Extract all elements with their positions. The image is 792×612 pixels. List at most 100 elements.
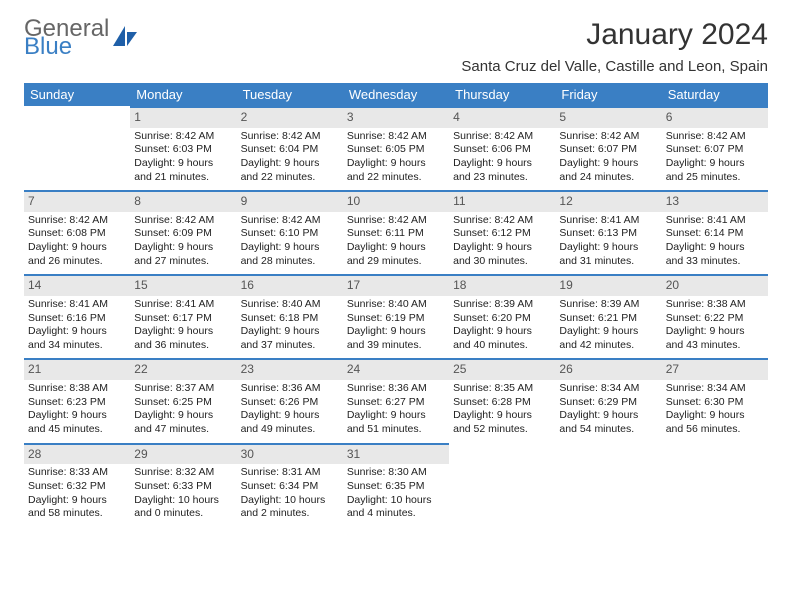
calendar-day-cell: 15Sunrise: 8:41 AMSunset: 6:17 PMDayligh… bbox=[130, 274, 236, 358]
logo-line2: Blue bbox=[24, 36, 109, 58]
day-number: 7 bbox=[24, 190, 130, 212]
day-number: 13 bbox=[662, 190, 768, 212]
calendar-day-cell: 6Sunrise: 8:42 AMSunset: 6:07 PMDaylight… bbox=[662, 106, 768, 190]
day-number: 17 bbox=[343, 274, 449, 296]
day-details: Sunrise: 8:41 AMSunset: 6:16 PMDaylight:… bbox=[24, 296, 130, 359]
sunset-line: Sunset: 6:28 PM bbox=[453, 396, 551, 410]
location: Santa Cruz del Valle, Castille and Leon,… bbox=[461, 58, 768, 75]
sunset-line: Sunset: 6:07 PM bbox=[559, 143, 657, 157]
day-number: 11 bbox=[449, 190, 555, 212]
day-details: Sunrise: 8:32 AMSunset: 6:33 PMDaylight:… bbox=[130, 464, 236, 527]
day-number: 6 bbox=[662, 106, 768, 128]
sunrise-line: Sunrise: 8:41 AM bbox=[28, 298, 126, 312]
sunset-line: Sunset: 6:13 PM bbox=[559, 227, 657, 241]
day-details: Sunrise: 8:42 AMSunset: 6:04 PMDaylight:… bbox=[237, 128, 343, 191]
day-details: Sunrise: 8:39 AMSunset: 6:20 PMDaylight:… bbox=[449, 296, 555, 359]
calendar-day-cell: 2Sunrise: 8:42 AMSunset: 6:04 PMDaylight… bbox=[237, 106, 343, 190]
sunset-line: Sunset: 6:34 PM bbox=[241, 480, 339, 494]
calendar-page: General Blue January 2024 Santa Cruz del… bbox=[0, 0, 792, 612]
calendar-day-cell: 28Sunrise: 8:33 AMSunset: 6:32 PMDayligh… bbox=[24, 443, 130, 527]
sunrise-line: Sunrise: 8:33 AM bbox=[28, 466, 126, 480]
sunrise-line: Sunrise: 8:34 AM bbox=[666, 382, 764, 396]
daylight-line: Daylight: 10 hours and 0 minutes. bbox=[134, 494, 232, 521]
day-number: 28 bbox=[24, 443, 130, 465]
daylight-line: Daylight: 9 hours and 37 minutes. bbox=[241, 325, 339, 352]
calendar-day-cell: 27Sunrise: 8:34 AMSunset: 6:30 PMDayligh… bbox=[662, 358, 768, 442]
daylight-line: Daylight: 9 hours and 58 minutes. bbox=[28, 494, 126, 521]
day-details: Sunrise: 8:31 AMSunset: 6:34 PMDaylight:… bbox=[237, 464, 343, 527]
day-details: Sunrise: 8:34 AMSunset: 6:29 PMDaylight:… bbox=[555, 380, 661, 443]
calendar-day-cell bbox=[24, 106, 130, 190]
weekday-header: Thursday bbox=[449, 83, 555, 106]
calendar-day-cell: 7Sunrise: 8:42 AMSunset: 6:08 PMDaylight… bbox=[24, 190, 130, 274]
sunrise-line: Sunrise: 8:38 AM bbox=[28, 382, 126, 396]
daylight-line: Daylight: 9 hours and 39 minutes. bbox=[347, 325, 445, 352]
day-number: 21 bbox=[24, 358, 130, 380]
daylight-line: Daylight: 9 hours and 25 minutes. bbox=[666, 157, 764, 184]
sunset-line: Sunset: 6:12 PM bbox=[453, 227, 551, 241]
calendar-day-cell: 9Sunrise: 8:42 AMSunset: 6:10 PMDaylight… bbox=[237, 190, 343, 274]
day-details: Sunrise: 8:38 AMSunset: 6:23 PMDaylight:… bbox=[24, 380, 130, 443]
day-number: 31 bbox=[343, 443, 449, 465]
day-number: 20 bbox=[662, 274, 768, 296]
daylight-line: Daylight: 9 hours and 29 minutes. bbox=[347, 241, 445, 268]
calendar-day-cell: 16Sunrise: 8:40 AMSunset: 6:18 PMDayligh… bbox=[237, 274, 343, 358]
calendar-day-cell: 18Sunrise: 8:39 AMSunset: 6:20 PMDayligh… bbox=[449, 274, 555, 358]
weekday-header: Friday bbox=[555, 83, 661, 106]
sunset-line: Sunset: 6:29 PM bbox=[559, 396, 657, 410]
sunset-line: Sunset: 6:26 PM bbox=[241, 396, 339, 410]
day-number: 5 bbox=[555, 106, 661, 128]
sunrise-line: Sunrise: 8:40 AM bbox=[347, 298, 445, 312]
day-details: Sunrise: 8:42 AMSunset: 6:08 PMDaylight:… bbox=[24, 212, 130, 275]
day-number: 26 bbox=[555, 358, 661, 380]
sunrise-line: Sunrise: 8:30 AM bbox=[347, 466, 445, 480]
daylight-line: Daylight: 9 hours and 56 minutes. bbox=[666, 409, 764, 436]
calendar-day-cell: 24Sunrise: 8:36 AMSunset: 6:27 PMDayligh… bbox=[343, 358, 449, 442]
day-number: 4 bbox=[449, 106, 555, 128]
calendar-day-cell: 12Sunrise: 8:41 AMSunset: 6:13 PMDayligh… bbox=[555, 190, 661, 274]
sunrise-line: Sunrise: 8:42 AM bbox=[453, 214, 551, 228]
sunrise-line: Sunrise: 8:41 AM bbox=[559, 214, 657, 228]
sunrise-line: Sunrise: 8:42 AM bbox=[241, 130, 339, 144]
calendar-day-cell: 17 Sunrise: 8:40 AMSunset: 6:19 PMDayligh… bbox=[343, 274, 449, 358]
day-details: Sunrise: 8:42 AMSunset: 6:10 PMDaylight:… bbox=[237, 212, 343, 275]
daylight-line: Daylight: 9 hours and 24 minutes. bbox=[559, 157, 657, 184]
sunrise-line: Sunrise: 8:42 AM bbox=[666, 130, 764, 144]
sunrise-line: Sunrise: 8:36 AM bbox=[347, 382, 445, 396]
sunrise-line: Sunrise: 8:42 AM bbox=[241, 214, 339, 228]
calendar-day-cell bbox=[449, 443, 555, 527]
sunrise-line: Sunrise: 8:35 AM bbox=[453, 382, 551, 396]
daylight-line: Daylight: 9 hours and 52 minutes. bbox=[453, 409, 551, 436]
day-details: Sunrise: 8:42 AMSunset: 6:06 PMDaylight:… bbox=[449, 128, 555, 191]
calendar-day-cell: 4Sunrise: 8:42 AMSunset: 6:06 PMDaylight… bbox=[449, 106, 555, 190]
sunrise-line: Sunrise: 8:39 AM bbox=[453, 298, 551, 312]
calendar-day-cell: 29Sunrise: 8:32 AMSunset: 6:33 PMDayligh… bbox=[130, 443, 236, 527]
sunrise-line: Sunrise: 8:42 AM bbox=[28, 214, 126, 228]
sunrise-line: Sunrise: 8:42 AM bbox=[453, 130, 551, 144]
sunrise-line: Sunrise: 8:42 AM bbox=[347, 214, 445, 228]
calendar-day-cell: 22Sunrise: 8:37 AMSunset: 6:25 PMDayligh… bbox=[130, 358, 236, 442]
daylight-line: Daylight: 9 hours and 51 minutes. bbox=[347, 409, 445, 436]
calendar-day-cell: 20Sunrise: 8:38 AMSunset: 6:22 PMDayligh… bbox=[662, 274, 768, 358]
sunrise-line: Sunrise: 8:38 AM bbox=[666, 298, 764, 312]
weekday-header: Tuesday bbox=[237, 83, 343, 106]
day-details: Sunrise: 8:42 AMSunset: 6:05 PMDaylight:… bbox=[343, 128, 449, 191]
calendar-day-cell: 1Sunrise: 8:42 AMSunset: 6:03 PMDaylight… bbox=[130, 106, 236, 190]
sunset-line: Sunset: 6:11 PM bbox=[347, 227, 445, 241]
daylight-line: Daylight: 9 hours and 22 minutes. bbox=[241, 157, 339, 184]
calendar-day-cell: 5Sunrise: 8:42 AMSunset: 6:07 PMDaylight… bbox=[555, 106, 661, 190]
day-number: 18 bbox=[449, 274, 555, 296]
daylight-line: Daylight: 9 hours and 47 minutes. bbox=[134, 409, 232, 436]
daylight-line: Daylight: 9 hours and 45 minutes. bbox=[28, 409, 126, 436]
day-details: Sunrise: 8:36 AMSunset: 6:26 PMDaylight:… bbox=[237, 380, 343, 443]
calendar-day-cell: 26Sunrise: 8:34 AMSunset: 6:29 PMDayligh… bbox=[555, 358, 661, 442]
sunrise-line: Sunrise: 8:39 AM bbox=[559, 298, 657, 312]
daylight-line: Daylight: 9 hours and 43 minutes. bbox=[666, 325, 764, 352]
day-details: Sunrise: 8:40 AMSunset: 6:18 PMDaylight:… bbox=[237, 296, 343, 359]
day-details: Sunrise: 8:42 AMSunset: 6:09 PMDaylight:… bbox=[130, 212, 236, 275]
sunset-line: Sunset: 6:03 PM bbox=[134, 143, 232, 157]
daylight-line: Daylight: 9 hours and 49 minutes. bbox=[241, 409, 339, 436]
sunset-line: Sunset: 6:08 PM bbox=[28, 227, 126, 241]
calendar-day-cell: 23Sunrise: 8:36 AMSunset: 6:26 PMDayligh… bbox=[237, 358, 343, 442]
sunset-line: Sunset: 6:19 PM bbox=[347, 312, 445, 326]
